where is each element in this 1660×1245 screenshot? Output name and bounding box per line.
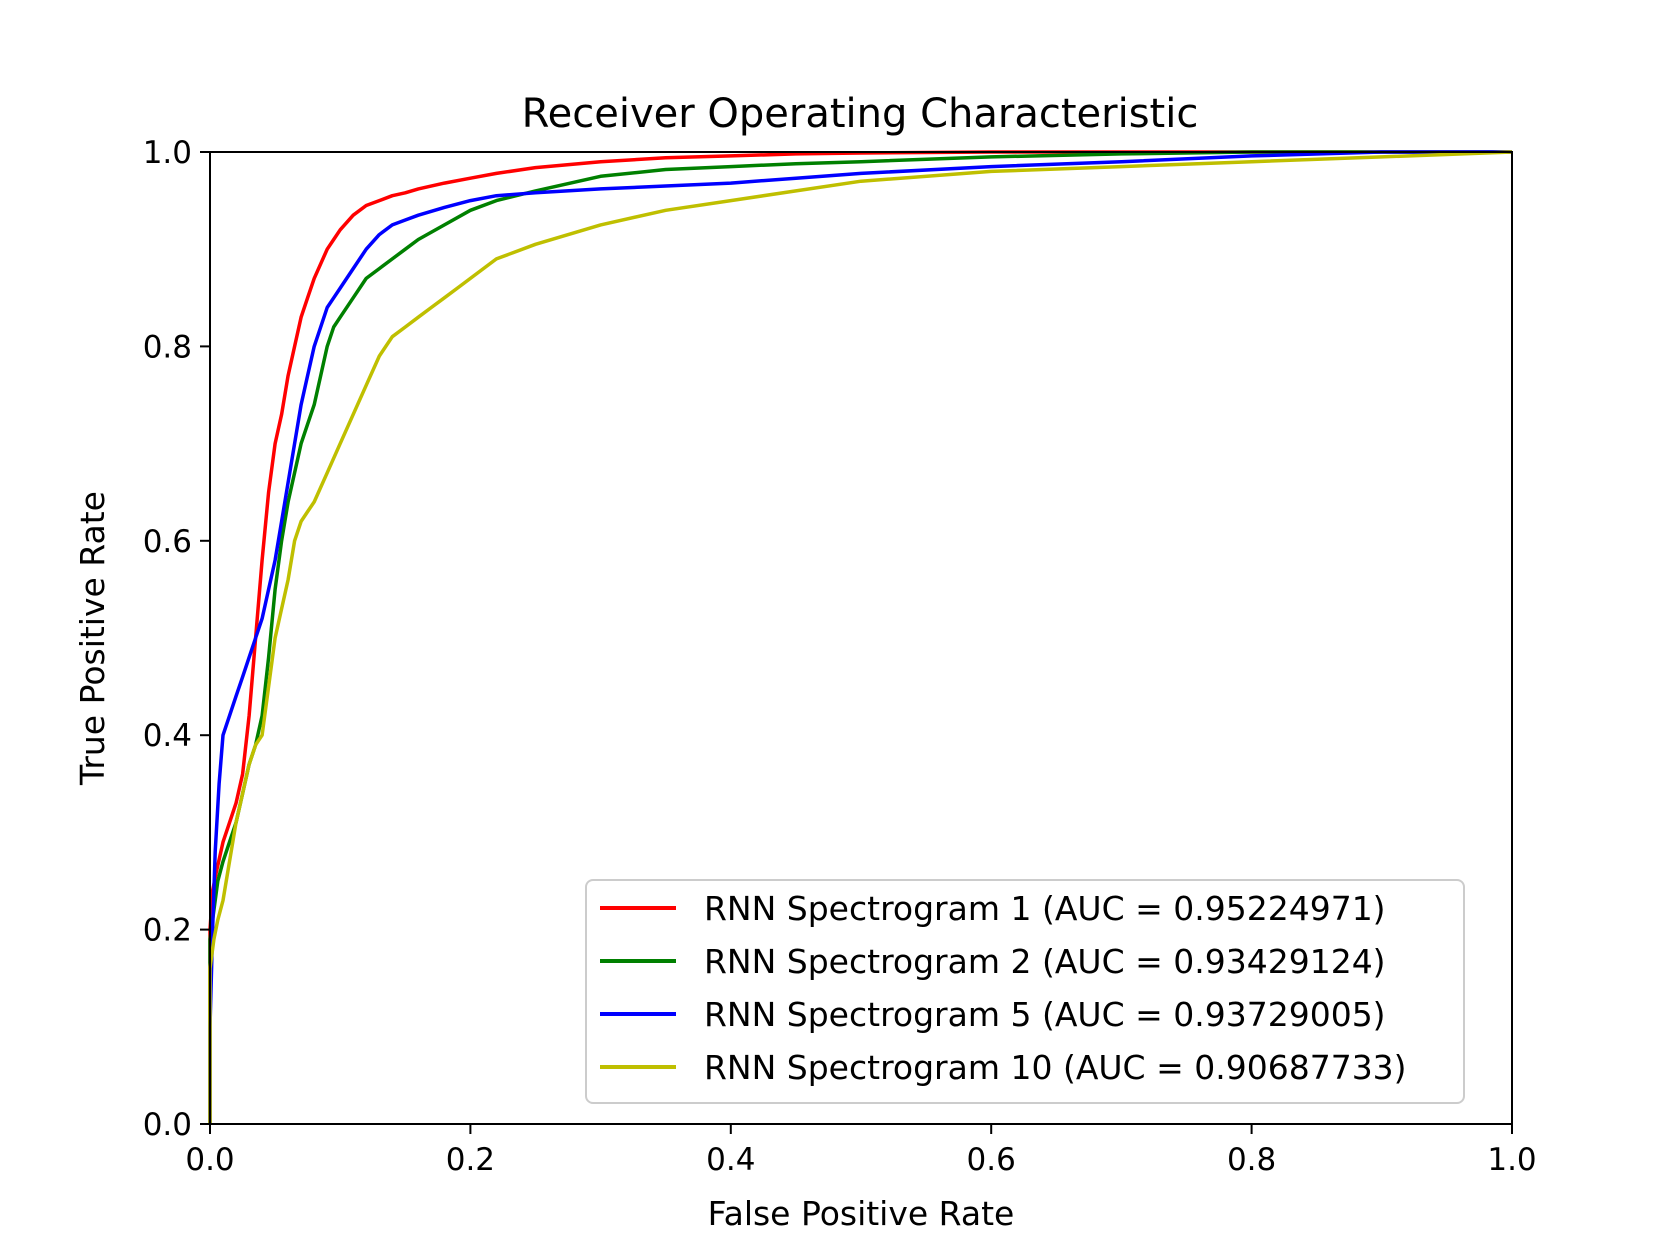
x-tick-label: 0.6 (967, 1142, 1016, 1178)
plot-frame (209, 151, 1513, 1125)
legend-label-1: RNN Spectrogram 1 (AUC = 0.95224971) (704, 889, 1386, 928)
y-axis-ticks: 0.0 0.2 0.4 0.6 0.8 1.0 (143, 135, 210, 1143)
series-line-4 (208, 150, 1513, 1124)
legend-label-3: RNN Spectrogram 5 (AUC = 0.93729005) (704, 995, 1386, 1034)
x-tick-label: 1.0 (1487, 1142, 1536, 1178)
y-tick-label: 0.0 (143, 1107, 192, 1143)
y-tick-label: 0.2 (143, 913, 192, 949)
x-tick-label: 0.2 (446, 1142, 495, 1178)
legend: RNN Spectrogram 1 (AUC = 0.95224971) RNN … (585, 879, 1465, 1104)
x-axis-label: False Positive Rate (708, 1194, 1015, 1233)
y-tick-label: 0.4 (143, 718, 192, 754)
x-axis-ticks: 0.0 0.2 0.4 0.6 0.8 1.0 (185, 1124, 1537, 1178)
series-lines (208, 150, 1513, 1124)
y-axis-label: True Positive Rate (73, 491, 112, 786)
legend-box (585, 879, 1465, 1104)
y-tick-label: 1.0 (143, 135, 192, 171)
x-tick-label: 0.0 (185, 1142, 234, 1178)
chart-title: Receiver Operating Characteristic (522, 91, 1199, 137)
legend-label-4: RNN Spectrogram 10 (AUC = 0.90687733) (704, 1048, 1407, 1087)
legend-label-2: RNN Spectrogram 2 (AUC = 0.93429124) (704, 942, 1386, 981)
series-line-3 (208, 150, 1512, 1124)
x-tick-label: 0.4 (706, 1142, 755, 1178)
series-line-1 (208, 150, 1512, 1124)
x-tick-label: 0.8 (1227, 1142, 1276, 1178)
y-tick-label: 0.6 (143, 524, 192, 560)
y-tick-label: 0.8 (143, 329, 192, 365)
